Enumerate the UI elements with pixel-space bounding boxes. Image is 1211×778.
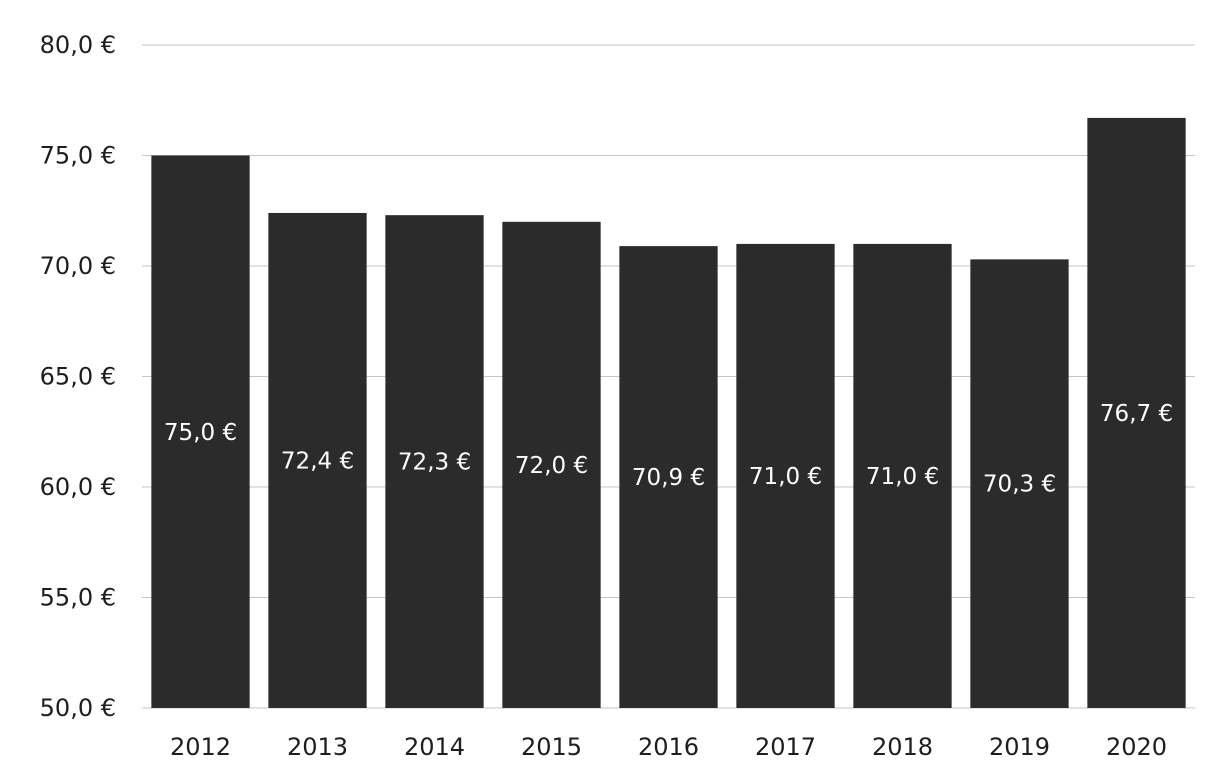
x-category-label: 2020 <box>1106 733 1167 761</box>
bar-2015 <box>502 221 601 709</box>
bar-value-label: 71,0 € <box>749 464 822 490</box>
x-category-label: 2013 <box>287 733 348 761</box>
bar-2014 <box>385 215 484 709</box>
bar-value-label: 70,3 € <box>983 472 1056 498</box>
y-tick-label: 75,0 € <box>40 142 116 170</box>
x-category-label: 2016 <box>638 733 699 761</box>
y-tick-label: 70,0 € <box>40 252 116 280</box>
x-axis-category-labels: 2012 2013 2014 2015 2016 2017 2018 2019 2020 <box>170 733 1167 761</box>
bar-2016 <box>619 246 718 709</box>
bar-2013 <box>268 212 367 708</box>
bar-value-label: 72,3 € <box>398 450 471 476</box>
y-tick-label: 55,0 € <box>40 584 116 612</box>
y-tick-label: 80,0 € <box>40 31 116 59</box>
bar-2017 <box>736 243 835 708</box>
bar-value-label: 76,7 € <box>1100 401 1173 427</box>
x-category-label: 2014 <box>404 733 465 761</box>
x-category-label: 2015 <box>521 733 582 761</box>
x-category-label: 2018 <box>872 733 933 761</box>
y-tick-label: 50,0 € <box>40 694 116 722</box>
y-tick-label: 60,0 € <box>40 473 116 501</box>
y-axis-tick-labels: 50,0 € 55,0 € 60,0 € 65,0 € 70,0 € 75,0 € 80,0… <box>40 31 116 722</box>
x-category-label: 2017 <box>755 733 816 761</box>
bar-value-label: 75,0 € <box>164 420 237 446</box>
data-labels: 75,0 € 72,4 € 72,3 € 72,0 € 70,9 € 71,0 € 71,0… <box>164 401 1173 498</box>
bar-2019 <box>970 259 1069 708</box>
bar-value-label: 72,0 € <box>515 453 588 479</box>
bars <box>151 117 1186 709</box>
x-category-label: 2019 <box>989 733 1050 761</box>
bar-value-label: 72,4 € <box>281 448 354 474</box>
bar-value-label: 71,0 € <box>866 464 939 490</box>
x-category-label: 2012 <box>170 733 231 761</box>
bar-value-label: 70,9 € <box>632 465 705 491</box>
y-tick-label: 65,0 € <box>40 363 116 391</box>
bar-2020 <box>1087 117 1186 709</box>
bar-2018 <box>853 243 952 708</box>
bar-2012 <box>151 155 250 708</box>
